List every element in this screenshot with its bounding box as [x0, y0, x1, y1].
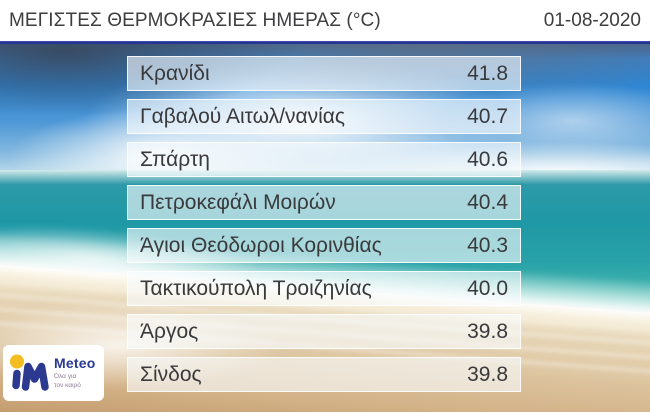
table-row: Κρανίδι 41.8 [127, 56, 521, 91]
temperature-value: 41.8 [467, 61, 508, 85]
table-row: Σπάρτη 40.6 [127, 142, 521, 177]
station-name: Τακτικούπολη Τροιζηνίας [140, 276, 372, 300]
date-label: 01-08-2020 [543, 9, 641, 31]
page-title: ΜΕΓΙΣΤΕΣ ΘΕΡΜΟΚΡΑΣΙΕΣ ΗΜΕΡΑΣ (°C) [9, 9, 381, 31]
header-bar: ΜΕΓΙΣΤΕΣ ΘΕΡΜΟΚΡΑΣΙΕΣ ΗΜΕΡΑΣ (°C) 01-08-… [0, 0, 650, 41]
temperature-table: Κρανίδι 41.8 Γαβαλού Αιτωλ/νανίας 40.7 Σ… [127, 56, 521, 392]
temperature-value: 39.8 [467, 362, 508, 386]
m-stem-icon [12, 369, 21, 390]
table-row: Άγιοι Θεόδωροι Κορινθίας 40.3 [127, 228, 521, 263]
slogan-line-1: Όλα για [54, 373, 77, 381]
table-row: Πετροκεφάλι Μοιρών 40.4 [127, 185, 521, 220]
temperature-value: 40.0 [467, 276, 508, 300]
temperature-value: 40.4 [467, 190, 508, 214]
logo-slogan: Όλα για τον καιρό [54, 373, 95, 389]
table-row: Σίνδος 39.8 [127, 357, 521, 392]
temperature-value: 40.7 [467, 104, 508, 128]
station-name: Πετροκεφάλι Μοιρών [140, 190, 336, 214]
station-name: Σπάρτη [140, 147, 210, 171]
temperature-value: 39.8 [467, 319, 508, 343]
table-row: Τακτικούπολη Τροιζηνίας 40.0 [127, 271, 521, 306]
temperature-value: 40.6 [467, 147, 508, 171]
m-mark-icon [21, 362, 49, 391]
station-name: Σίνδος [140, 362, 202, 386]
table-row: Γαβαλού Αιτωλ/νανίας 40.7 [127, 99, 521, 134]
station-name: Γαβαλού Αιτωλ/νανίας [140, 104, 346, 128]
temperature-value: 40.3 [467, 233, 508, 257]
station-name: Κρανίδι [140, 61, 210, 85]
sun-icon [10, 354, 24, 369]
meteo-m-sun-icon [10, 354, 49, 391]
meteo-logo: Meteo Όλα για τον καιρό [3, 345, 104, 401]
station-name: Άργος [140, 319, 199, 343]
station-name: Άγιοι Θεόδωροι Κορινθίας [140, 233, 382, 257]
table-row: Άργος 39.8 [127, 314, 521, 349]
header-divider [0, 41, 650, 44]
brand-name: Meteo [54, 355, 96, 372]
slogan-line-2: τον καιρό [54, 381, 81, 389]
logo-text-block: Meteo Όλα για τον καιρό [54, 356, 95, 389]
